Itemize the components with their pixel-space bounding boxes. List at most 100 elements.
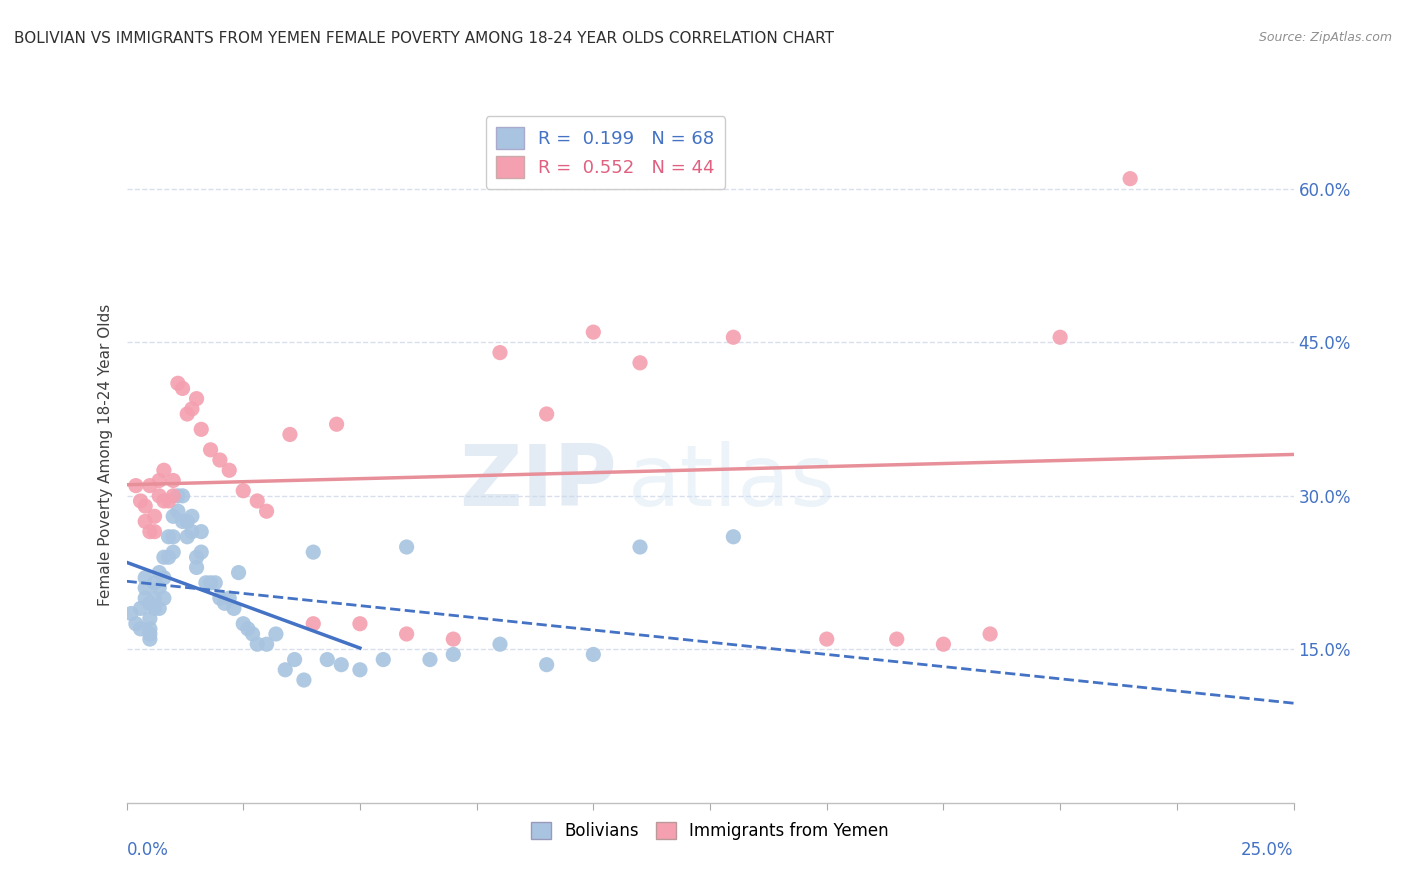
Point bbox=[256, 504, 278, 518]
Point bbox=[143, 524, 166, 539]
Point bbox=[441, 648, 464, 662]
Point bbox=[134, 591, 156, 606]
Point bbox=[222, 601, 245, 615]
Point bbox=[723, 530, 745, 544]
Point bbox=[143, 601, 166, 615]
Text: 25.0%: 25.0% bbox=[1241, 841, 1294, 859]
Point bbox=[292, 673, 315, 687]
Point bbox=[139, 612, 162, 626]
Point bbox=[139, 632, 162, 646]
Point bbox=[172, 515, 194, 529]
Point bbox=[489, 637, 512, 651]
Point bbox=[143, 575, 166, 590]
Point bbox=[125, 616, 148, 631]
Point bbox=[236, 622, 259, 636]
Point bbox=[200, 442, 222, 457]
Y-axis label: Female Poverty Among 18-24 Year Olds: Female Poverty Among 18-24 Year Olds bbox=[97, 304, 112, 606]
Text: Source: ZipAtlas.com: Source: ZipAtlas.com bbox=[1258, 31, 1392, 45]
Point bbox=[190, 524, 212, 539]
Point bbox=[186, 560, 208, 574]
Point bbox=[208, 591, 231, 606]
Point bbox=[1119, 171, 1142, 186]
Point bbox=[129, 622, 152, 636]
Point bbox=[134, 499, 156, 513]
Point bbox=[186, 550, 208, 565]
Point bbox=[172, 489, 194, 503]
Point bbox=[349, 616, 371, 631]
Point bbox=[441, 632, 464, 646]
Point bbox=[1049, 330, 1071, 344]
Point bbox=[214, 596, 236, 610]
Point bbox=[153, 550, 176, 565]
Point bbox=[628, 356, 651, 370]
Point bbox=[129, 494, 152, 508]
Point bbox=[274, 663, 297, 677]
Point bbox=[395, 627, 418, 641]
Point bbox=[815, 632, 838, 646]
Point bbox=[139, 596, 162, 610]
Point bbox=[139, 622, 162, 636]
Point bbox=[218, 463, 240, 477]
Point bbox=[582, 325, 605, 339]
Point bbox=[148, 566, 170, 580]
Point bbox=[186, 392, 208, 406]
Point bbox=[176, 515, 198, 529]
Text: BOLIVIAN VS IMMIGRANTS FROM YEMEN FEMALE POVERTY AMONG 18-24 YEAR OLDS CORRELATI: BOLIVIAN VS IMMIGRANTS FROM YEMEN FEMALE… bbox=[14, 31, 834, 46]
Point bbox=[134, 571, 156, 585]
Point bbox=[419, 652, 441, 666]
Point bbox=[302, 545, 325, 559]
Point bbox=[172, 381, 194, 395]
Point bbox=[162, 509, 184, 524]
Point bbox=[264, 627, 287, 641]
Point bbox=[932, 637, 955, 651]
Point bbox=[180, 509, 202, 524]
Point bbox=[246, 637, 269, 651]
Point bbox=[176, 530, 198, 544]
Point bbox=[148, 489, 170, 503]
Point bbox=[167, 504, 190, 518]
Point bbox=[153, 571, 176, 585]
Text: atlas: atlas bbox=[628, 442, 837, 524]
Point bbox=[316, 652, 339, 666]
Point bbox=[176, 407, 198, 421]
Point bbox=[489, 345, 512, 359]
Point bbox=[139, 524, 162, 539]
Point bbox=[246, 494, 269, 508]
Point bbox=[723, 330, 745, 344]
Point bbox=[228, 566, 250, 580]
Point bbox=[200, 575, 222, 590]
Point bbox=[139, 627, 162, 641]
Point bbox=[325, 417, 347, 432]
Point bbox=[582, 648, 605, 662]
Point bbox=[143, 591, 166, 606]
Point bbox=[120, 607, 142, 621]
Point bbox=[153, 494, 176, 508]
Point bbox=[194, 575, 217, 590]
Point bbox=[536, 407, 558, 421]
Point bbox=[190, 422, 212, 436]
Point bbox=[232, 483, 254, 498]
Point bbox=[162, 474, 184, 488]
Point bbox=[190, 545, 212, 559]
Point bbox=[153, 591, 176, 606]
Point bbox=[330, 657, 353, 672]
Point bbox=[886, 632, 908, 646]
Point bbox=[157, 550, 180, 565]
Point bbox=[125, 478, 148, 492]
Point bbox=[157, 494, 180, 508]
Point bbox=[373, 652, 395, 666]
Point bbox=[180, 524, 202, 539]
Point bbox=[148, 581, 170, 595]
Point bbox=[148, 474, 170, 488]
Point bbox=[242, 627, 264, 641]
Point bbox=[204, 575, 226, 590]
Point bbox=[208, 453, 231, 467]
Point bbox=[153, 463, 176, 477]
Point bbox=[218, 591, 240, 606]
Point bbox=[162, 530, 184, 544]
Point bbox=[139, 478, 162, 492]
Point bbox=[167, 489, 190, 503]
Point bbox=[278, 427, 301, 442]
Point bbox=[180, 401, 202, 416]
Point bbox=[536, 657, 558, 672]
